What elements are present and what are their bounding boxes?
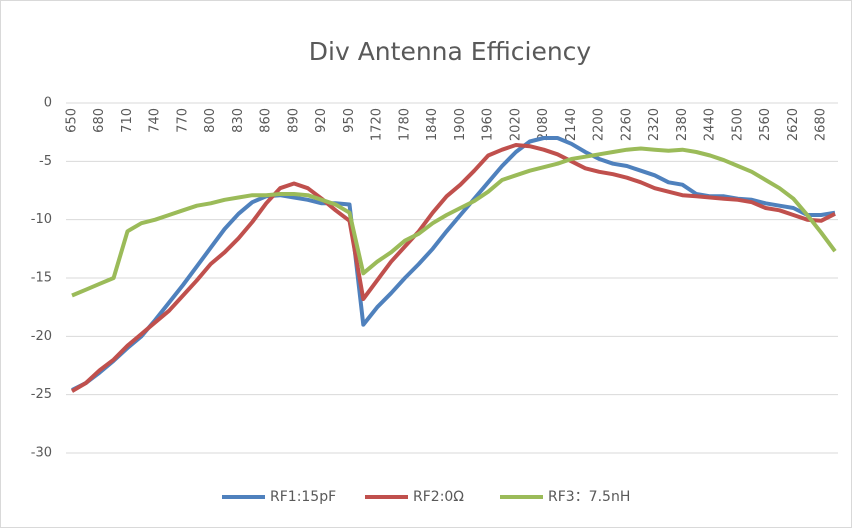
x-tick-label: 830	[231, 108, 246, 133]
x-tick-label: 860	[259, 108, 274, 133]
x-tick-label: 710	[120, 108, 135, 133]
legend-label: RF3：7.5nH	[548, 489, 630, 505]
y-tick-label: -15	[31, 271, 52, 286]
y-tick-label: 0	[44, 96, 52, 111]
x-tick-label: 2680	[814, 108, 829, 141]
x-tick-label: 2620	[786, 108, 801, 141]
x-tick-label: 2200	[592, 108, 607, 141]
x-tick-label: 680	[92, 108, 107, 133]
y-tick-label: -10	[31, 212, 52, 227]
legend-label: RF1:15pF	[270, 489, 336, 505]
x-tick-label: 770	[175, 108, 190, 133]
x-tick-label: 2020	[508, 108, 523, 141]
series-line	[70, 143, 836, 393]
x-tick-label: 650	[65, 108, 80, 133]
x-tick-label: 800	[203, 108, 218, 133]
series-line	[71, 146, 837, 298]
x-tick-label: 2140	[564, 108, 579, 141]
chart-title: Div Antenna Efficiency	[309, 37, 592, 66]
x-tick-label: 1900	[453, 108, 468, 141]
x-tick-label: 890	[286, 108, 301, 133]
x-tick-label: 2380	[675, 108, 690, 141]
x-tick-label: 2560	[758, 108, 773, 141]
x-tick-label: 920	[314, 108, 329, 133]
x-tick-label: 1840	[425, 108, 440, 141]
x-tick-label: 740	[148, 108, 163, 133]
x-tick-label: 2260	[619, 108, 634, 141]
y-tick-label: -30	[31, 446, 52, 461]
x-tick-label: 2320	[647, 108, 662, 141]
x-tick-label: 1720	[370, 108, 385, 141]
x-tick-label: 2080	[536, 108, 551, 141]
y-tick-label: -20	[31, 329, 52, 344]
x-tick-label: 2440	[703, 108, 718, 141]
y-tick-label: -25	[31, 387, 52, 402]
x-tick-label: 1960	[481, 108, 496, 141]
x-tick-label: 950	[342, 108, 357, 133]
x-tick-label: 2500	[730, 108, 745, 141]
x-tick-label: 1780	[397, 108, 412, 141]
y-tick-label: -5	[39, 154, 52, 169]
legend-label: RF2:0Ω	[413, 489, 464, 505]
